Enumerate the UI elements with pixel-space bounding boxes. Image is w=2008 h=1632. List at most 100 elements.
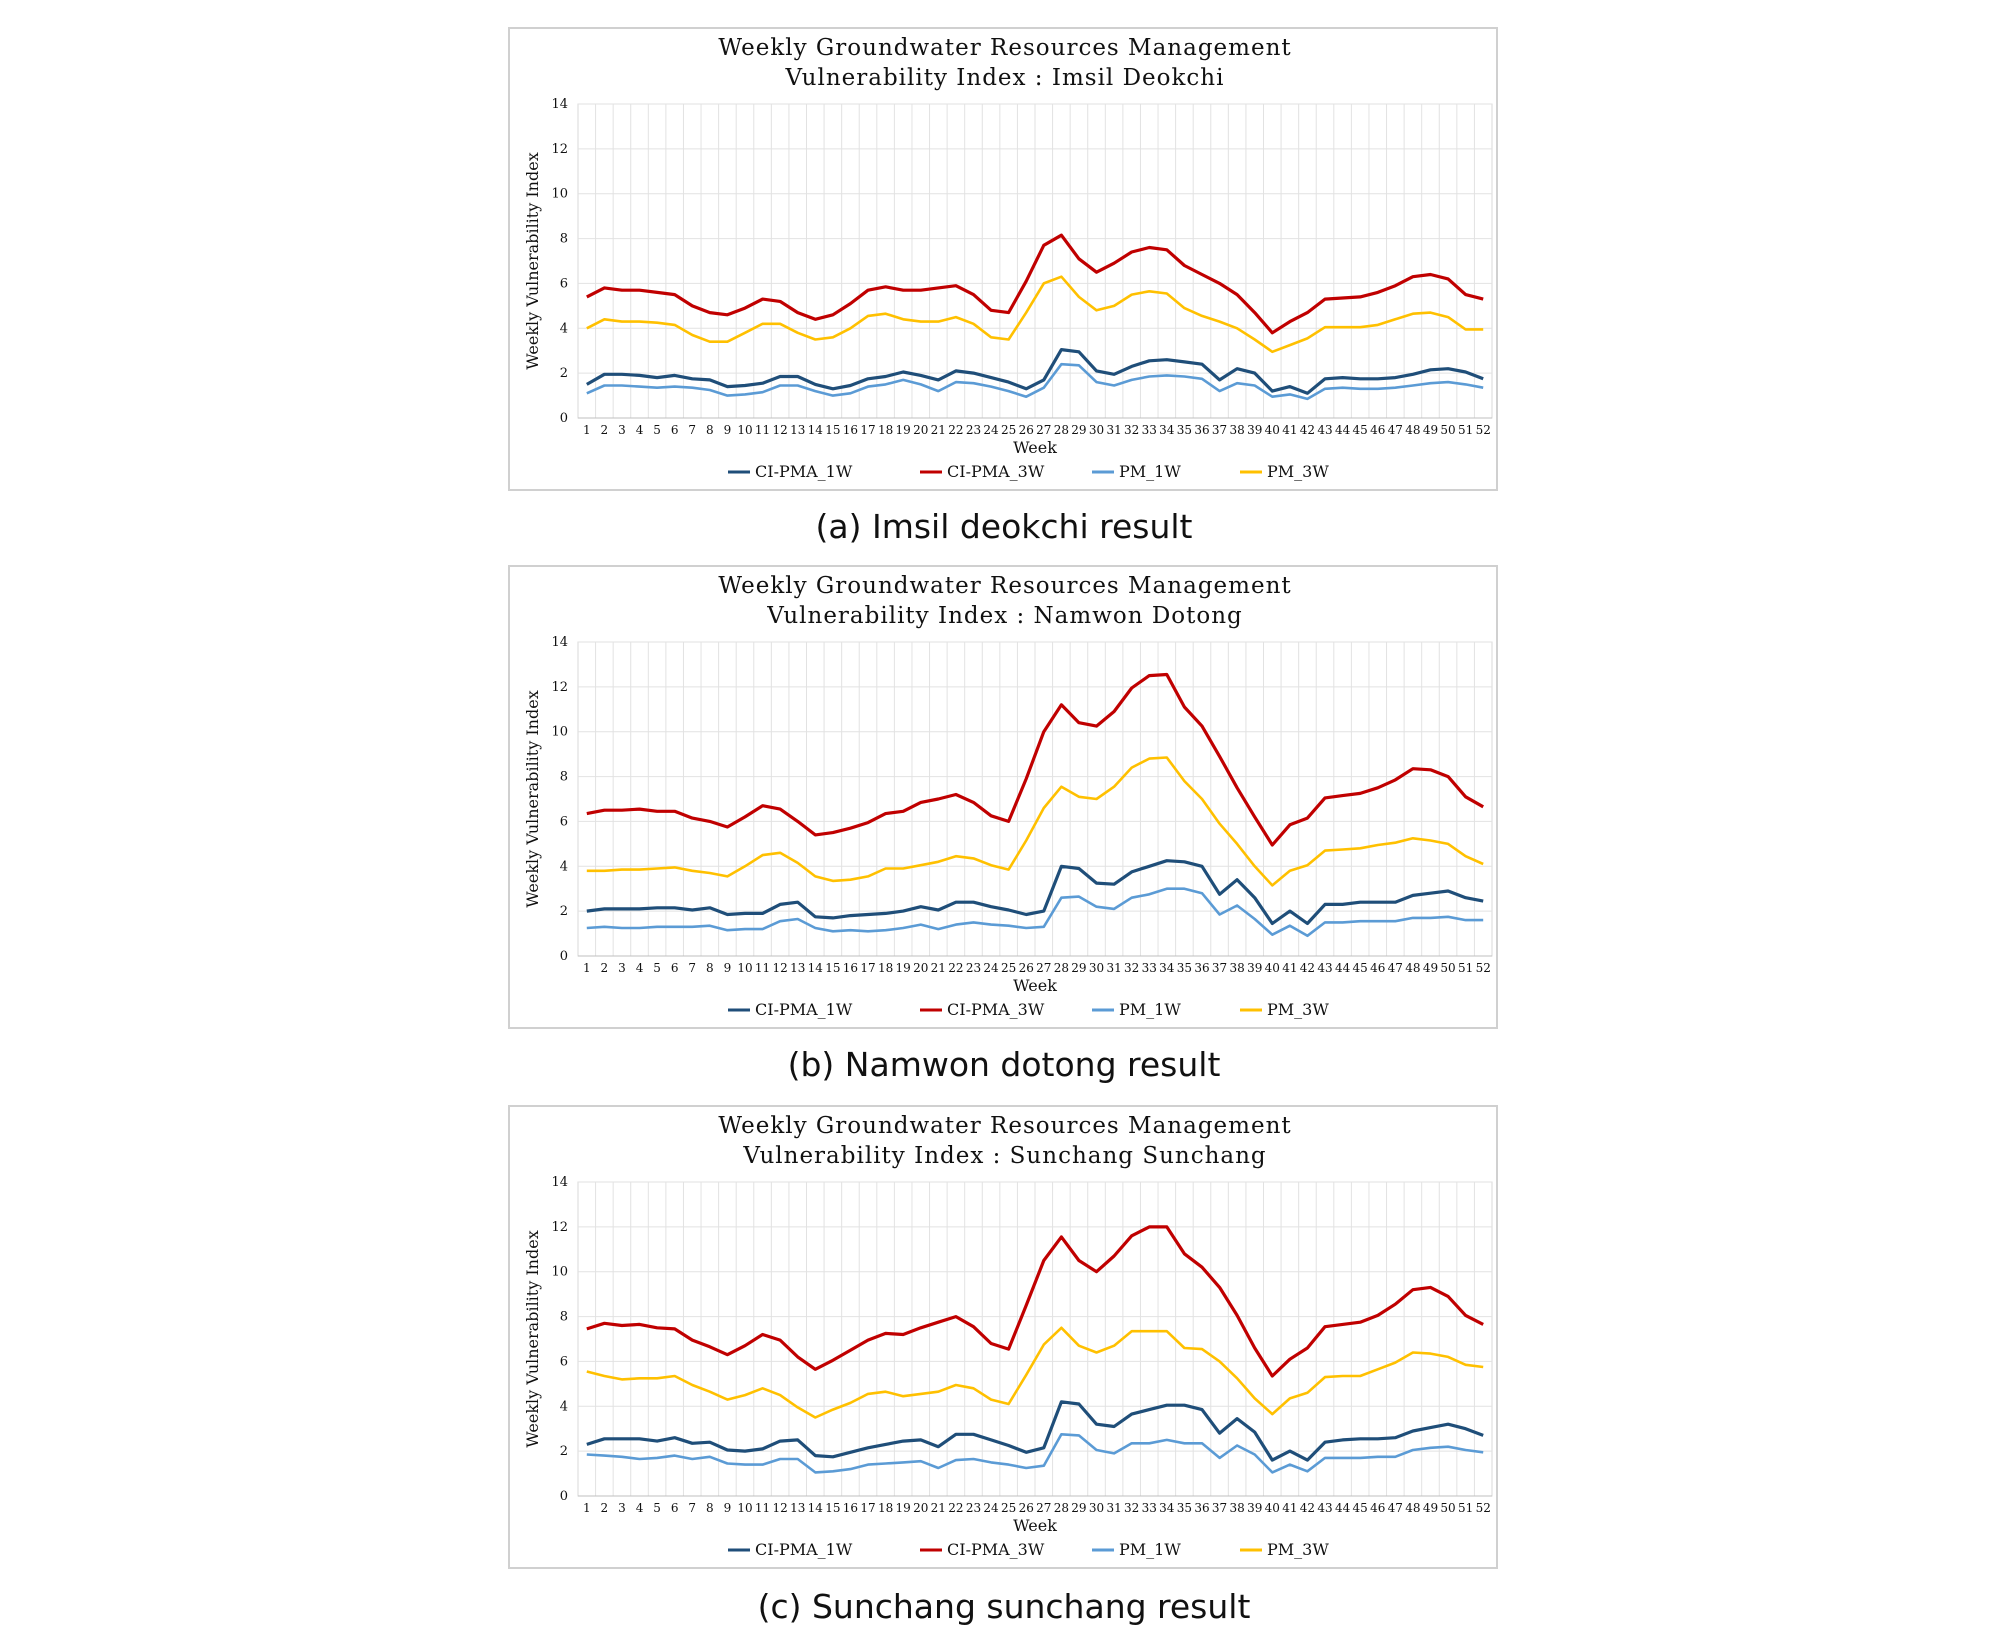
x-tick-label: 8 xyxy=(706,961,714,975)
x-tick-label: 51 xyxy=(1458,423,1473,437)
x-tick-label: 33 xyxy=(1142,1501,1157,1515)
x-tick-label: 46 xyxy=(1370,423,1385,437)
x-tick-label: 10 xyxy=(737,961,752,975)
x-tick-label: 7 xyxy=(688,423,696,437)
legend-entry: CI-PMA_1W xyxy=(755,462,853,481)
x-tick-label: 14 xyxy=(808,1501,824,1515)
legend-entry: CI-PMA_1W xyxy=(755,1540,853,1559)
x-tick-label: 3 xyxy=(618,1501,626,1515)
x-tick-label: 51 xyxy=(1458,1501,1473,1515)
x-tick-label: 25 xyxy=(1001,961,1016,975)
x-tick-label: 7 xyxy=(688,961,696,975)
x-tick-label: 52 xyxy=(1476,961,1491,975)
y-tick-label: 4 xyxy=(560,859,568,874)
y-tick-label: 8 xyxy=(560,1310,568,1325)
x-tick-label: 15 xyxy=(825,1501,840,1515)
y-tick-label: 12 xyxy=(551,680,568,695)
chart-title-line: Weekly Groundwater Resources Management xyxy=(718,1113,1291,1139)
series-line-pm-1w xyxy=(586,887,1484,938)
x-tick-label: 22 xyxy=(948,961,963,975)
x-tick-label: 35 xyxy=(1177,961,1192,975)
series-line-pm-3w xyxy=(586,1326,1484,1419)
chart-panel-b: Weekly Groundwater Resources Management V… xyxy=(508,565,1498,1029)
x-tick-label: 17 xyxy=(860,423,875,437)
chart-title-line: Weekly Groundwater Resources Management xyxy=(718,573,1291,599)
y-tick-label: 12 xyxy=(551,142,568,157)
x-tick-label: 9 xyxy=(724,423,732,437)
x-tick-label: 5 xyxy=(653,1501,661,1515)
x-tick-label: 32 xyxy=(1124,423,1139,437)
x-tick-label: 43 xyxy=(1317,423,1332,437)
x-tick-label: 33 xyxy=(1142,423,1157,437)
x-tick-label: 3 xyxy=(618,961,626,975)
x-tick-label: 34 xyxy=(1159,423,1175,437)
x-tick-label: 31 xyxy=(1106,1501,1121,1515)
x-tick-label: 19 xyxy=(896,1501,911,1515)
x-axis-label: Week xyxy=(1013,1516,1057,1535)
x-tick-label: 11 xyxy=(755,961,770,975)
x-tick-label: 36 xyxy=(1194,961,1209,975)
chart-svg: Weekly Groundwater Resources Management V… xyxy=(523,573,1493,1019)
x-tick-label: 25 xyxy=(1001,423,1016,437)
x-tick-label: 52 xyxy=(1476,423,1491,437)
legend-entry: CI-PMA_1W xyxy=(755,1000,853,1019)
x-tick-label: 37 xyxy=(1212,1501,1227,1515)
y-tick-label: 0 xyxy=(560,949,568,964)
x-tick-label: 6 xyxy=(671,423,679,437)
x-tick-label: 1 xyxy=(583,961,591,975)
x-tick-label: 16 xyxy=(843,423,858,437)
x-tick-label: 2 xyxy=(601,961,609,975)
x-tick-label: 5 xyxy=(653,423,661,437)
x-tick-label: 47 xyxy=(1388,961,1403,975)
x-tick-label: 46 xyxy=(1370,961,1385,975)
x-tick-label: 38 xyxy=(1229,1501,1244,1515)
x-tick-label: 20 xyxy=(913,961,928,975)
x-tick-label: 4 xyxy=(636,961,644,975)
x-tick-label: 1 xyxy=(583,423,591,437)
x-tick-label: 25 xyxy=(1001,1501,1016,1515)
series-line-ci-pma-1w xyxy=(586,859,1484,926)
x-tick-label: 15 xyxy=(825,961,840,975)
series-line-pm-3w xyxy=(586,275,1484,354)
x-tick-label: 35 xyxy=(1177,423,1192,437)
x-tick-label: 12 xyxy=(772,423,787,437)
x-tick-label: 14 xyxy=(808,423,824,437)
x-tick-label: 24 xyxy=(983,423,999,437)
x-tick-label: 11 xyxy=(755,423,770,437)
x-tick-label: 6 xyxy=(671,961,679,975)
x-tick-label: 40 xyxy=(1265,961,1280,975)
x-tick-label: 6 xyxy=(671,1501,679,1515)
x-tick-label: 7 xyxy=(688,1501,696,1515)
legend-entry: CI-PMA_3W xyxy=(947,1000,1045,1019)
x-tick-label: 46 xyxy=(1370,1501,1385,1515)
x-tick-label: 10 xyxy=(737,423,752,437)
x-tick-label: 47 xyxy=(1388,1501,1403,1515)
chart-title-line: Vulnerability Index : Imsil Deokchi xyxy=(785,65,1225,91)
x-tick-label: 18 xyxy=(878,1501,893,1515)
x-tick-label: 12 xyxy=(772,1501,787,1515)
series-line-ci-pma-3w xyxy=(586,1225,1484,1378)
x-tick-label: 2 xyxy=(601,1501,609,1515)
legend-entry: PM_3W xyxy=(1267,1000,1329,1019)
y-axis-label: Weekly Vulnerability Index xyxy=(523,152,542,369)
x-tick-label: 3 xyxy=(618,423,626,437)
x-tick-label: 9 xyxy=(724,1501,732,1515)
x-tick-label: 1 xyxy=(583,1501,591,1515)
x-tick-label: 19 xyxy=(896,961,911,975)
y-tick-label: 4 xyxy=(560,321,568,336)
x-tick-label: 43 xyxy=(1317,1501,1332,1515)
chart-title-line: Weekly Groundwater Resources Management xyxy=(718,35,1291,61)
series-line-ci-pma-3w xyxy=(586,233,1484,335)
x-tick-label: 31 xyxy=(1106,423,1121,437)
y-tick-label: 14 xyxy=(551,97,568,112)
x-tick-label: 47 xyxy=(1388,423,1403,437)
x-tick-label: 38 xyxy=(1229,423,1244,437)
x-tick-label: 22 xyxy=(948,1501,963,1515)
x-tick-label: 20 xyxy=(913,423,928,437)
x-tick-label: 52 xyxy=(1476,1501,1491,1515)
x-tick-label: 23 xyxy=(966,1501,981,1515)
legend-entry: PM_1W xyxy=(1119,1000,1181,1019)
legend-entry: PM_1W xyxy=(1119,1540,1181,1559)
x-tick-label: 51 xyxy=(1458,961,1473,975)
x-tick-label: 37 xyxy=(1212,961,1227,975)
